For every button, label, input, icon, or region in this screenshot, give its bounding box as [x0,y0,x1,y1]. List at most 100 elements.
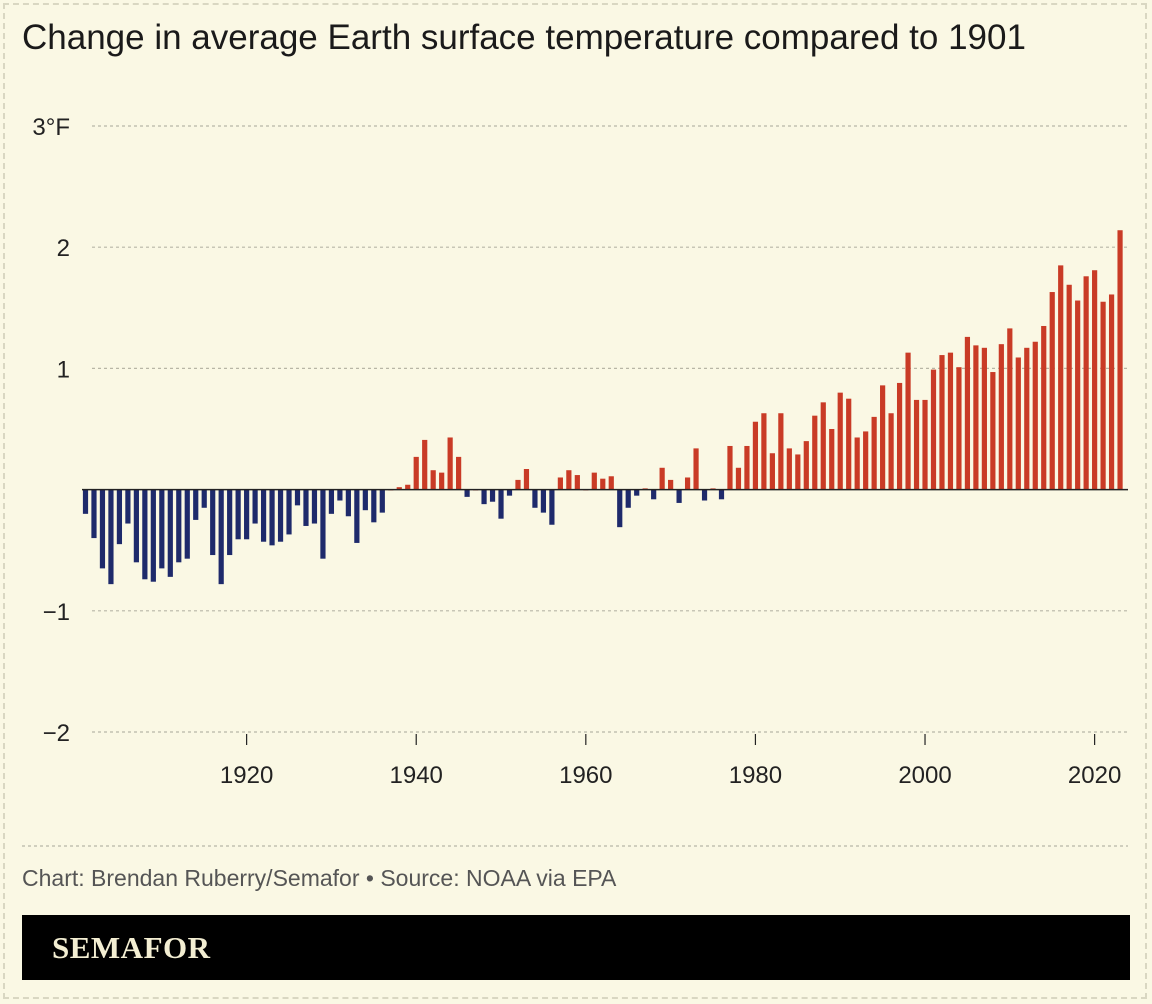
bar-1905 [116,489,123,545]
bar-1926 [294,489,301,506]
bar-1930 [328,489,335,514]
bar-1909 [150,489,156,582]
bar-2020 [1092,270,1098,490]
bar-1963 [608,476,614,490]
bar-2015 [1049,292,1055,490]
bar-1925 [286,489,292,535]
bar-1912 [176,489,182,563]
bar-2006 [973,345,979,490]
y-tick-label: 2 [57,235,70,262]
bar-2004 [956,367,962,490]
bar-1997 [896,382,903,490]
bar-1976 [718,489,725,500]
bar-1902 [91,489,97,539]
x-tick-label: 1960 [559,762,612,789]
bar-1996 [888,413,894,490]
bar-1942 [430,470,436,490]
bar-2018 [1075,300,1081,490]
bar-1906 [125,489,131,524]
bar-1932 [345,489,351,517]
bar-2000 [922,399,928,490]
bar-1971 [676,489,682,503]
bar-1953 [523,469,530,490]
bar-1933 [354,489,360,543]
bar-1946 [464,489,470,497]
x-tick-label: 1980 [729,762,782,789]
bar-2010 [1007,328,1013,490]
bar-1990 [837,392,843,490]
bar-1914 [193,489,199,520]
bar-1957 [557,477,563,490]
bar-1929 [320,489,326,559]
bar-1903 [99,489,106,569]
bar-1958 [566,470,572,490]
bar-1965 [625,489,631,508]
bar-1991 [846,398,852,490]
bar-1966 [634,489,640,496]
bar-1980 [752,421,759,490]
bar-1948 [481,489,487,505]
bar-1908 [142,489,148,580]
bar-2011 [1015,357,1021,490]
bar-1950 [498,489,504,519]
bar-1919 [235,489,241,540]
bar-1936 [379,489,385,513]
bar-1904 [108,489,114,585]
bar-2022 [1108,294,1115,490]
bar-1974 [701,489,708,501]
bar-1992 [854,437,860,490]
bar-1982 [769,453,775,490]
bar-1939 [405,484,411,490]
bar-1959 [574,475,580,490]
y-tick-label: −1 [43,599,70,626]
x-tick-label: 1920 [220,762,273,789]
y-tick-label: 1 [57,356,70,383]
bar-1995 [880,385,886,490]
bar-1998 [905,352,911,490]
bar-1977 [727,445,733,490]
x-tick-label: 2000 [898,762,951,789]
y-tick-label: 3°F [32,114,70,141]
brand-logo: SEMAFOR [52,930,211,965]
bar-1949 [489,489,496,502]
bar-1922 [260,489,267,542]
bar-1917 [218,489,224,585]
bar-1928 [311,489,318,524]
bar-1921 [252,489,258,524]
brand-bar: SEMAFOR [22,915,1130,980]
bar-1935 [371,489,377,523]
chart: 3°F 2 1 −1 −2 1920 1940 1960 1980 2000 2020 [22,114,1128,847]
bar-1940 [413,456,419,490]
bar-1927 [303,489,309,526]
bar-1955 [540,489,547,513]
bar-1938 [396,487,402,490]
bar-1901 [82,489,89,514]
chart-title: Change in average Earth surface temperat… [22,18,1026,57]
bar-2003 [947,352,954,490]
bar-1979 [744,445,750,490]
bar-1999 [913,399,920,490]
bar-2005 [964,336,971,490]
bar-1941 [422,439,428,490]
bar-1962 [600,478,606,490]
bar-1944 [447,437,453,490]
bar-2008 [990,372,996,490]
bar-2001 [930,369,937,490]
bar-2014 [1041,325,1047,490]
bar-2017 [1066,284,1072,490]
bar-2009 [998,344,1004,490]
bar-2023 [1117,230,1123,490]
bar-1994 [871,416,877,490]
bar-1986 [803,441,809,490]
bar-2013 [1032,341,1038,490]
bar-1983 [778,413,784,490]
x-tick-label: 2020 [1068,762,1121,789]
bar-1970 [668,479,674,490]
bar-1988 [820,402,826,490]
bar-1920 [244,489,250,540]
bar-1973 [693,448,699,490]
bar-1931 [337,489,343,501]
bar-1918 [227,489,233,556]
bar-1956 [549,489,555,525]
bar-1943 [439,472,445,490]
